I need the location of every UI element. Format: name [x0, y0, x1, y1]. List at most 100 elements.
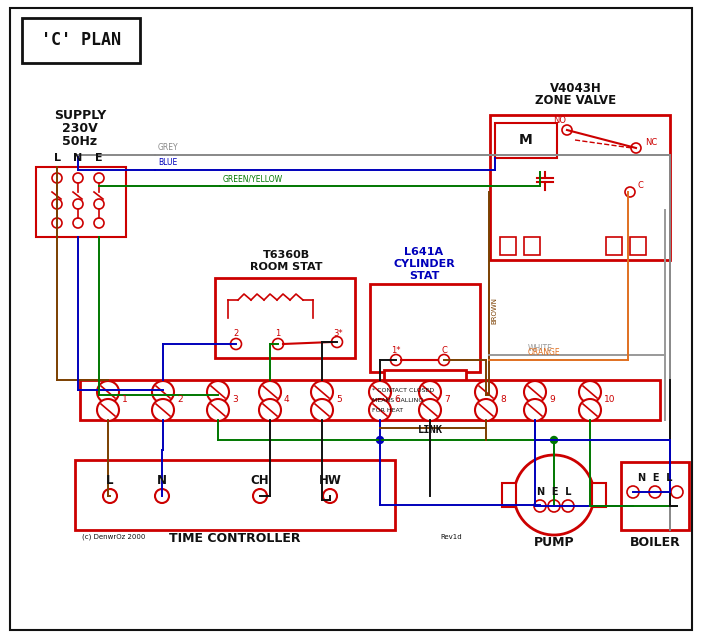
Circle shape — [152, 381, 174, 403]
Text: * CONTACT CLOSED: * CONTACT CLOSED — [372, 388, 435, 392]
Text: CYLINDER: CYLINDER — [393, 259, 455, 269]
Text: BOILER: BOILER — [630, 537, 680, 549]
Circle shape — [52, 218, 62, 228]
Text: ORANGE: ORANGE — [528, 348, 561, 357]
Circle shape — [94, 199, 104, 209]
Circle shape — [259, 381, 281, 403]
Circle shape — [311, 381, 333, 403]
Circle shape — [259, 399, 281, 421]
Circle shape — [524, 399, 546, 421]
Text: HW: HW — [319, 474, 341, 487]
Text: (c) DenwrOz 2000: (c) DenwrOz 2000 — [82, 534, 145, 540]
Circle shape — [579, 399, 601, 421]
Circle shape — [97, 381, 119, 403]
Circle shape — [475, 399, 497, 421]
Circle shape — [73, 199, 83, 209]
Circle shape — [331, 337, 343, 347]
Circle shape — [562, 125, 572, 135]
Circle shape — [94, 218, 104, 228]
Text: M: M — [519, 133, 533, 147]
Circle shape — [369, 399, 391, 421]
Bar — [621, 462, 689, 530]
Text: FOR HEAT: FOR HEAT — [372, 408, 403, 413]
Text: 1*: 1* — [391, 345, 401, 354]
Text: GREY: GREY — [158, 143, 178, 152]
Bar — [22, 18, 140, 63]
Circle shape — [548, 500, 560, 512]
Circle shape — [272, 338, 284, 349]
Bar — [630, 237, 646, 255]
Circle shape — [103, 489, 117, 503]
Circle shape — [475, 381, 497, 403]
Text: TIME CONTROLLER: TIME CONTROLLER — [169, 531, 300, 544]
Text: ZONE VALVE: ZONE VALVE — [536, 94, 616, 106]
Text: 6: 6 — [394, 395, 399, 404]
Circle shape — [73, 218, 83, 228]
Text: NC: NC — [645, 138, 657, 147]
Circle shape — [390, 354, 402, 365]
Text: PUMP: PUMP — [534, 537, 574, 549]
Bar — [500, 237, 516, 255]
Circle shape — [155, 489, 169, 503]
Text: 2: 2 — [177, 395, 183, 404]
Circle shape — [73, 173, 83, 183]
Text: GREEN/YELLOW: GREEN/YELLOW — [223, 174, 283, 183]
Text: 10: 10 — [604, 395, 616, 404]
Circle shape — [207, 381, 229, 403]
Circle shape — [419, 399, 441, 421]
Circle shape — [97, 399, 119, 421]
Text: NO: NO — [553, 115, 567, 124]
Circle shape — [439, 354, 449, 365]
Text: C: C — [637, 181, 643, 190]
Text: STAT: STAT — [409, 271, 439, 281]
Bar — [606, 237, 622, 255]
Text: N: N — [74, 153, 83, 163]
Circle shape — [376, 437, 383, 444]
Text: 2: 2 — [233, 328, 239, 338]
Text: V4043H: V4043H — [550, 81, 602, 94]
Text: 5: 5 — [336, 395, 342, 404]
Bar — [370, 284, 480, 372]
Text: CH: CH — [251, 474, 270, 487]
Text: 9: 9 — [549, 395, 555, 404]
Text: BROWN: BROWN — [491, 297, 497, 324]
Text: 4: 4 — [284, 395, 290, 404]
Circle shape — [230, 338, 241, 349]
Circle shape — [562, 500, 574, 512]
Text: WHITE: WHITE — [528, 344, 553, 353]
Text: N  E  L: N E L — [537, 487, 571, 497]
Text: MEANS CALLING: MEANS CALLING — [372, 397, 423, 403]
Circle shape — [524, 381, 546, 403]
Text: BLUE: BLUE — [158, 158, 177, 167]
Circle shape — [649, 486, 661, 498]
Text: ROOM STAT: ROOM STAT — [250, 262, 322, 272]
Circle shape — [152, 399, 174, 421]
Bar — [495, 123, 557, 158]
Bar — [524, 237, 540, 255]
Circle shape — [419, 381, 441, 403]
Text: LINK: LINK — [418, 425, 442, 435]
Text: SUPPLY: SUPPLY — [54, 108, 106, 122]
Circle shape — [671, 486, 683, 498]
Circle shape — [534, 500, 546, 512]
Circle shape — [94, 173, 104, 183]
Circle shape — [550, 437, 557, 444]
Bar — [75, 460, 395, 530]
Text: 50Hz: 50Hz — [62, 135, 98, 147]
Bar — [36, 167, 126, 237]
Text: E: E — [95, 153, 102, 163]
Circle shape — [514, 455, 594, 535]
Bar — [490, 115, 670, 260]
Text: L: L — [106, 474, 114, 487]
Circle shape — [579, 381, 601, 403]
Text: 8: 8 — [500, 395, 505, 404]
Circle shape — [323, 489, 337, 503]
Circle shape — [369, 381, 391, 403]
Text: L: L — [53, 153, 60, 163]
Circle shape — [52, 173, 62, 183]
Circle shape — [631, 143, 641, 153]
Text: L641A: L641A — [404, 247, 444, 257]
Circle shape — [625, 187, 635, 197]
Bar — [384, 370, 466, 390]
Circle shape — [311, 399, 333, 421]
